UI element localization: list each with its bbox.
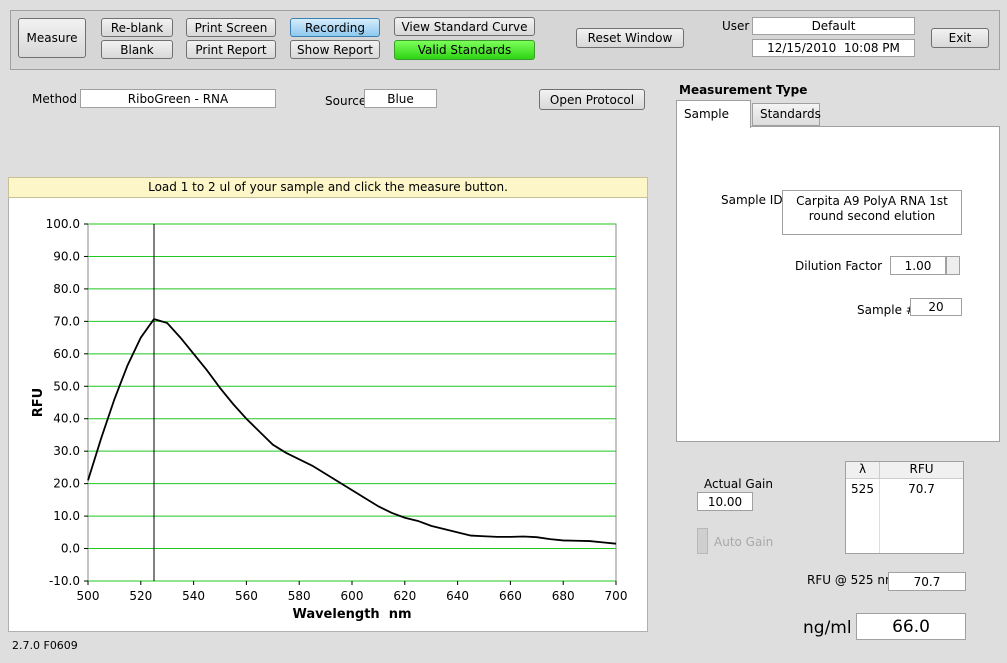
rfu-at-label: RFU @ 525 nm	[807, 573, 897, 587]
x-tick-label: 560	[235, 589, 258, 603]
valid-standards-button[interactable]: Valid Standards	[394, 40, 535, 60]
source-field[interactable]: Blue	[364, 89, 437, 108]
print-screen-button[interactable]: Print Screen	[186, 18, 276, 37]
table-cell: 70.7	[908, 482, 935, 496]
dilution-spinner[interactable]	[946, 256, 960, 275]
auto-gain-label: Auto Gain	[714, 535, 774, 549]
plot-area	[87, 223, 617, 582]
open-protocol-button[interactable]: Open Protocol	[539, 89, 645, 110]
user-field: Default	[752, 17, 915, 35]
y-tick-label: 60.0	[53, 347, 80, 361]
sample-id-label: Sample ID	[721, 193, 783, 207]
tab-panel	[676, 126, 1000, 442]
recording-button[interactable]: Recording	[290, 18, 380, 37]
datetime-field: 12/15/2010 10:08 PM	[752, 39, 915, 57]
x-tick-label: 680	[552, 589, 575, 603]
print-report-button[interactable]: Print Report	[186, 40, 276, 59]
x-tick-label: 520	[129, 589, 152, 603]
table-header: RFU	[880, 462, 963, 479]
source-label: Source	[325, 94, 367, 108]
y-tick-label: 100.0	[46, 217, 80, 231]
x-tick-label: 580	[288, 589, 311, 603]
view-standard-curve-button[interactable]: View Standard Curve	[394, 17, 535, 36]
x-axis-label: Wavelength nm	[292, 607, 411, 622]
y-tick-label: 30.0	[53, 444, 80, 458]
table-cell: 525	[851, 482, 874, 496]
method-field[interactable]: RiboGreen - RNA	[80, 89, 276, 108]
measurement-type-title: Measurement Type	[679, 83, 808, 97]
concentration-field: 66.0	[856, 613, 966, 640]
method-label: Method	[32, 92, 78, 106]
y-tick-label: 80.0	[53, 282, 80, 296]
y-tick-label: 40.0	[53, 412, 80, 426]
measure-button[interactable]: Measure	[18, 18, 86, 58]
y-tick-label: 70.0	[53, 314, 80, 328]
results-table: λ RFU 525 70.7	[845, 461, 964, 554]
blank-button[interactable]: Blank	[101, 40, 173, 59]
exit-button[interactable]: Exit	[931, 28, 989, 48]
sample-id-field[interactable]: Carpita A9 PolyA RNA 1st round second el…	[782, 190, 962, 235]
concentration-label: ng/ml	[803, 618, 852, 638]
x-tick-label: 640	[446, 589, 469, 603]
x-tick-label: 620	[393, 589, 416, 603]
show-report-button[interactable]: Show Report	[290, 40, 380, 59]
x-tick-label: 660	[499, 589, 522, 603]
reset-window-button[interactable]: Reset Window	[576, 28, 684, 48]
sample-number-label: Sample #	[857, 303, 916, 317]
y-tick-label: 0.0	[61, 542, 80, 556]
dilution-label: Dilution Factor	[795, 259, 883, 273]
version-label: 2.7.0 F0609	[12, 639, 78, 652]
chart: -10.0 0.0 10.0 20.0 30.0 40.0 50.0 60.0 70.0 80.0…	[31, 217, 628, 622]
x-tick-label: 500	[77, 589, 100, 603]
y-tick-label: 20.0	[53, 477, 80, 491]
table-header: λ	[846, 462, 880, 479]
y-tick-label: 90.0	[53, 249, 80, 263]
y-tick-label: 10.0	[53, 509, 80, 523]
rfu-at-field: 70.7	[888, 572, 966, 591]
x-tick-label: 540	[182, 589, 205, 603]
y-tick-label: 50.0	[53, 379, 80, 393]
y-axis-label: RFU	[31, 388, 46, 417]
table-divider	[879, 479, 880, 553]
sample-number-field[interactable]: 20	[910, 298, 962, 316]
standards-tab[interactable]: Standards	[752, 103, 821, 126]
chart-banner: Load 1 to 2 ul of your sample and click …	[8, 177, 648, 198]
user-label: User	[722, 19, 750, 33]
reblank-button[interactable]: Re-blank	[101, 18, 173, 37]
sample-tab[interactable]: Sample	[676, 100, 751, 128]
gain-label: Actual Gain	[704, 477, 773, 491]
gain-field[interactable]: 10.00	[697, 492, 753, 511]
data-line	[87, 318, 617, 545]
x-tick-label: 600	[341, 589, 364, 603]
auto-gain-toggle[interactable]	[697, 528, 708, 554]
x-tick-label: 700	[605, 589, 628, 603]
dilution-field[interactable]: 1.00	[890, 256, 946, 275]
y-tick-label: -10.0	[49, 574, 80, 588]
